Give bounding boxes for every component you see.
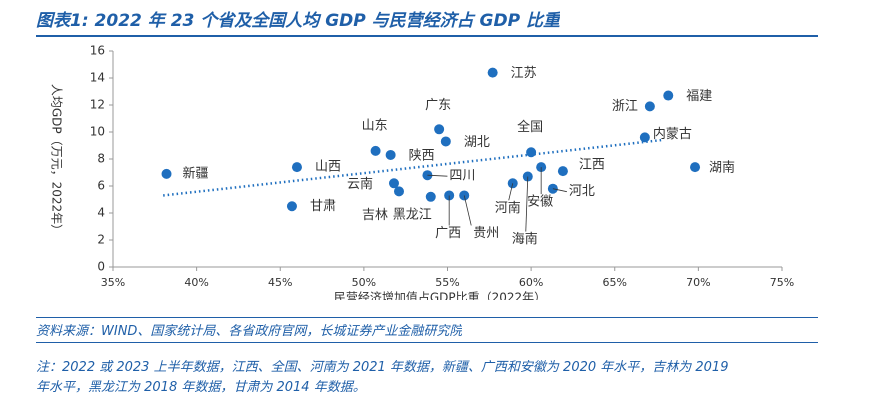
point: [487, 67, 498, 78]
point-label: 河南: [495, 200, 521, 216]
point: [161, 168, 172, 179]
point-label: 甘肃: [310, 199, 336, 214]
leader: [427, 174, 448, 177]
point-label: 湖北: [464, 135, 490, 150]
point: [286, 201, 297, 212]
point-label: 河北: [569, 184, 595, 199]
point-label: 吉林: [362, 208, 388, 223]
leader: [463, 195, 472, 226]
point: [385, 149, 396, 160]
point-label: 四川: [449, 169, 475, 184]
point: [370, 145, 381, 156]
point: [388, 178, 399, 189]
point: [690, 162, 701, 173]
x-tick-label: 55%: [435, 276, 459, 289]
point-label: 山东: [362, 118, 388, 133]
y-tick-label: 16: [90, 44, 105, 58]
point-label: 云南: [347, 176, 373, 192]
y-tick-label: 2: [97, 233, 105, 247]
point-label: 海南: [512, 231, 538, 247]
rule: [36, 317, 818, 318]
point-label: 广东: [425, 98, 451, 113]
leader: [552, 188, 567, 193]
y-tick-label: 0: [97, 260, 105, 274]
point: [425, 191, 436, 202]
point: [639, 132, 650, 143]
rule: [36, 35, 818, 37]
y-tick-label: 14: [90, 71, 105, 85]
point: [440, 136, 451, 147]
y-tick-label: 8: [97, 152, 105, 166]
y-axis-label: 人均GDP（万元，2022年）: [50, 84, 64, 236]
x-tick-label: 70%: [686, 276, 710, 289]
title: 图表1: 2022 年 23 个省及全国人均 GDP 与民营经济占 GDP 比重: [36, 11, 560, 31]
point-label: 全国: [517, 119, 543, 135]
point-label: 内蒙古: [653, 126, 692, 142]
x-tick-label: 65%: [603, 276, 627, 289]
point-label: 贵州: [473, 226, 499, 241]
point-label: 山西: [315, 160, 341, 175]
x-tick-label: 35%: [101, 276, 125, 289]
point-label: 新疆: [183, 165, 209, 181]
x-axis-label: 民营经济增加值占GDP比重（2022年）: [334, 290, 546, 301]
y-tick-label: 10: [90, 125, 105, 139]
leader: [525, 176, 529, 232]
point-label: 陕西: [409, 148, 435, 163]
point: [663, 90, 674, 101]
chart: 民营经济增加值占GDP比重（2022年） 人均GDP（万元，2022年） 0 2 4…: [50, 44, 795, 301]
x-tick-label: 40%: [184, 276, 208, 289]
y-tick-label: 12: [90, 98, 105, 112]
leader: [508, 183, 514, 201]
point: [434, 124, 445, 135]
source: 资料来源：WIND、国家统计局、各省政府官网，长城证券产业金融研究院: [36, 324, 463, 339]
point: [393, 186, 404, 197]
x-tick-label: 75%: [770, 276, 794, 289]
y-tick-label: 6: [97, 179, 105, 193]
point-label: 安徽: [527, 195, 553, 210]
point: [644, 101, 655, 112]
point-label: 浙江: [612, 99, 638, 114]
point: [557, 166, 568, 177]
point: [526, 147, 537, 158]
point-label: 广西: [435, 226, 461, 241]
point-label: 江苏: [511, 65, 537, 81]
x-tick-label: 60%: [519, 276, 543, 289]
point-label: 福建: [686, 89, 712, 104]
x-tick-label: 45%: [268, 276, 292, 289]
x-tick-label: 50%: [352, 276, 376, 289]
point: [291, 162, 302, 173]
y-tick-label: 4: [97, 206, 105, 220]
note: 年水平，黑龙江为 2018 年数据，甘肃为 2014 年数据。: [36, 380, 366, 395]
rule: [36, 342, 818, 343]
point-label: 江西: [579, 158, 605, 173]
point-label: 黑龙江: [393, 207, 432, 222]
note: 注：2022 或 2023 上半年数据，江西、全国、河南为 2021 年数据，新…: [36, 360, 729, 375]
point-label: 湖南: [709, 160, 735, 176]
